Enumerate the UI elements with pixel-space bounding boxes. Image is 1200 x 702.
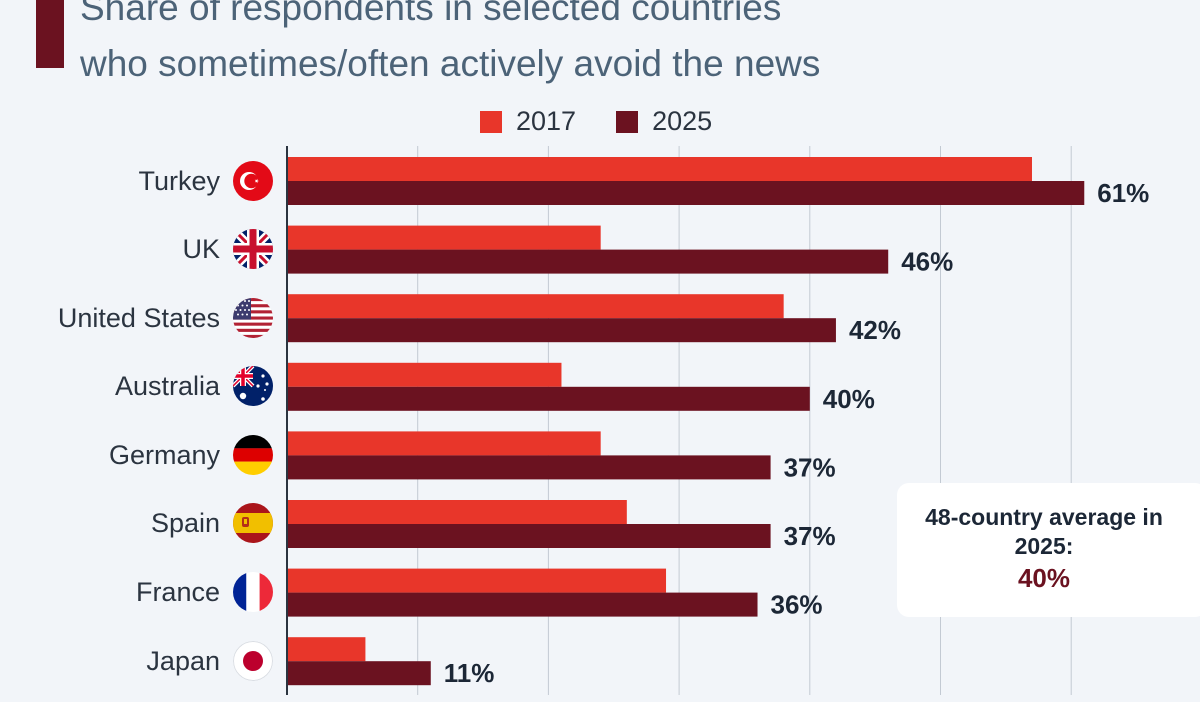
bar-uk-2025 (287, 249, 889, 274)
average-annotation-box: 48-country average in 2025: 40% (897, 483, 1200, 617)
data-label-united-states-2025: 42% (849, 315, 901, 345)
country-label-uk: UK (182, 234, 220, 264)
bar-germany-2025 (287, 455, 771, 480)
bar-france-2025 (287, 592, 758, 617)
chart-legend: 2017 2025 (480, 106, 752, 137)
data-label-australia-2025: 40% (823, 384, 875, 414)
chart-title-line-2: who sometimes/often actively avoid the n… (80, 43, 821, 84)
legend-item-2025: 2025 (616, 106, 712, 137)
bars-layer (287, 157, 1085, 686)
bar-france-2017 (287, 568, 667, 593)
average-annotation-text: 48-country average in 2025: (925, 504, 1163, 559)
chart-title: Share of respondents in selected countri… (80, 0, 1180, 92)
country-label-united-states: United States (57, 303, 220, 333)
data-label-turkey-2025: 61% (1097, 178, 1149, 208)
country-label-france: France (135, 577, 220, 607)
legend-label-2017: 2017 (516, 106, 577, 136)
data-label-uk-2025: 46% (901, 247, 953, 277)
us-flag-icon (233, 298, 273, 338)
country-label-germany: Germany (108, 440, 220, 470)
data-labels-layer: 61% 46% 42% 40% 37% 37% 36% 11% (444, 178, 1150, 688)
bar-turkey-2025 (287, 181, 1085, 205)
france-flag-icon (233, 572, 273, 612)
legend-swatch-2025 (616, 110, 639, 133)
data-label-germany-2025: 37% (784, 452, 836, 482)
data-label-japan-2025: 11% (444, 658, 495, 688)
spain-flag-icon (233, 503, 273, 543)
country-label-australia: Australia (114, 371, 220, 401)
bar-united-states-2025 (287, 318, 836, 343)
bar-japan-2025 (287, 661, 431, 686)
title-accent-bar (36, 0, 64, 68)
bar-spain-2025 (287, 524, 771, 548)
uk-flag-icon (233, 229, 273, 269)
average-annotation-value: 40% (1017, 563, 1071, 593)
legend-swatch-2017 (480, 110, 502, 133)
country-label-japan: Japan (146, 646, 220, 676)
data-label-spain-2025: 37% (784, 521, 836, 551)
bar-germany-2017 (287, 431, 601, 456)
bar-australia-2025 (287, 386, 810, 411)
country-label-turkey: Turkey (138, 166, 220, 196)
legend-item-2017: 2017 (480, 106, 576, 137)
turkey-flag-icon (233, 161, 273, 201)
bar-spain-2017 (287, 500, 627, 524)
germany-flag-icon (233, 435, 273, 475)
country-label-spain: Spain (150, 508, 220, 538)
bar-united-states-2017 (287, 294, 784, 319)
data-label-france-2025: 36% (771, 590, 823, 620)
bar-australia-2017 (287, 362, 562, 387)
chart-title-line-1: Share of respondents in selected countri… (80, 0, 782, 28)
bar-japan-2017 (287, 637, 366, 662)
legend-label-2025: 2025 (652, 106, 713, 136)
japan-flag-icon (233, 641, 273, 681)
bar-uk-2017 (287, 225, 601, 250)
bar-turkey-2017 (287, 157, 1032, 181)
